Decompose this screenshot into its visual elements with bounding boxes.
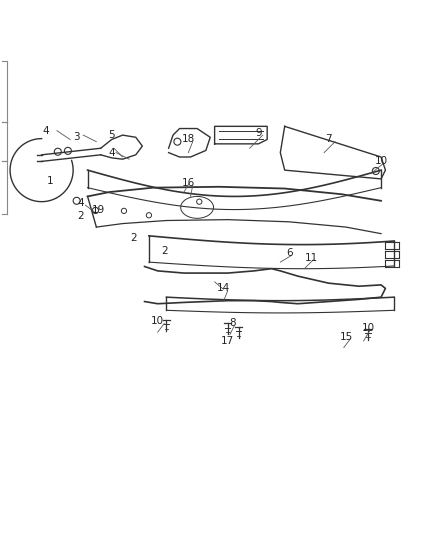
Text: 4: 4 [108,148,115,158]
Text: 9: 9 [255,128,262,138]
Text: 3: 3 [73,132,80,142]
Text: 19: 19 [92,205,105,215]
Text: 10: 10 [151,316,164,326]
Text: 6: 6 [286,248,293,259]
Text: 14: 14 [217,284,230,293]
Text: 11: 11 [304,253,318,263]
Text: 18: 18 [182,134,195,144]
Text: 1: 1 [47,176,54,186]
Text: 4: 4 [78,198,85,208]
Text: 2: 2 [78,211,85,221]
Text: 7: 7 [325,134,332,144]
Text: 2: 2 [161,246,168,256]
Text: 5: 5 [108,130,115,140]
Text: 2: 2 [130,233,137,243]
Text: 8: 8 [229,318,236,328]
Text: 16: 16 [182,178,195,188]
Text: 10: 10 [361,323,374,333]
Text: 4: 4 [42,126,49,136]
Text: 10: 10 [374,156,388,166]
Text: 17: 17 [221,336,234,346]
Text: 15: 15 [339,332,353,342]
